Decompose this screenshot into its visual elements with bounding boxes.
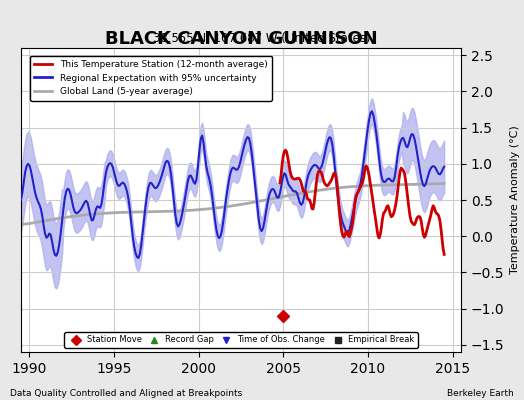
Text: Berkeley Earth: Berkeley Earth bbox=[447, 389, 514, 398]
Text: 38.555 N, 107.687 W (United States): 38.555 N, 107.687 W (United States) bbox=[153, 32, 371, 45]
Legend: Station Move, Record Gap, Time of Obs. Change, Empirical Break: Station Move, Record Gap, Time of Obs. C… bbox=[64, 332, 418, 348]
Y-axis label: Temperature Anomaly (°C): Temperature Anomaly (°C) bbox=[510, 126, 520, 274]
Title: BLACK CANYON GUNNISON: BLACK CANYON GUNNISON bbox=[105, 30, 377, 48]
Text: Data Quality Controlled and Aligned at Breakpoints: Data Quality Controlled and Aligned at B… bbox=[10, 389, 243, 398]
